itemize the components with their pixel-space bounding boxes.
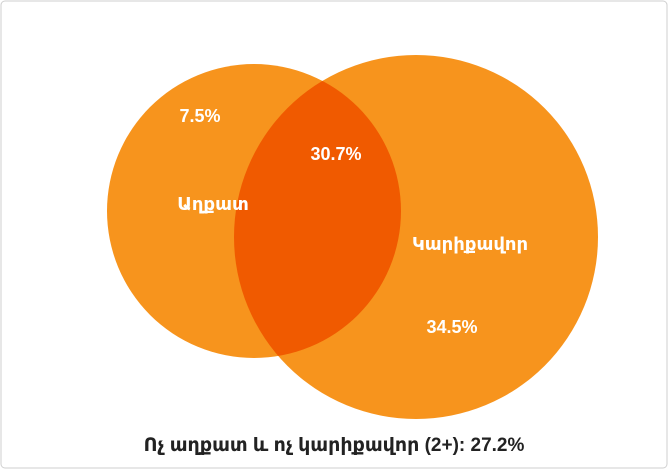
set-label: Աղքատ	[177, 194, 249, 214]
region-value: 30.7%	[310, 144, 361, 164]
region-value: 34.5%	[426, 317, 477, 337]
set-label: Կարիքավոր	[412, 234, 528, 254]
venn	[107, 55, 598, 419]
region-value: 7.5%	[179, 106, 220, 126]
outside-label: Ոչ աղքատ և ոչ կարիքավոր (2+): 27.2%	[144, 435, 525, 456]
overlap	[234, 64, 401, 358]
